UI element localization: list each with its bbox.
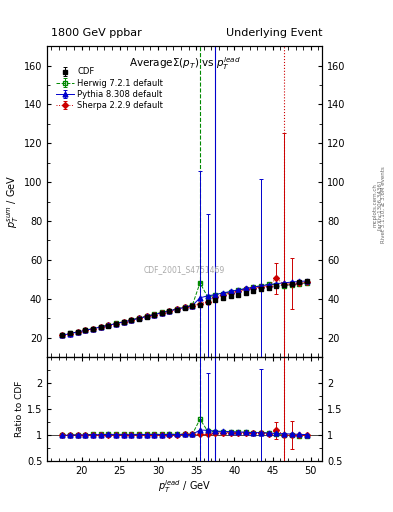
Text: 1800 GeV ppbar: 1800 GeV ppbar bbox=[51, 28, 142, 38]
Text: Average$\Sigma(p_T)$ vs $p_T^{lead}$: Average$\Sigma(p_T)$ vs $p_T^{lead}$ bbox=[129, 55, 241, 72]
Text: mcplots.cern.ch: mcplots.cern.ch bbox=[373, 183, 378, 227]
X-axis label: $p_T^{lead}$ / GeV: $p_T^{lead}$ / GeV bbox=[158, 478, 211, 495]
Text: Rivet 3.1.10, ≥ 3.6M events: Rivet 3.1.10, ≥ 3.6M events bbox=[381, 166, 386, 243]
Y-axis label: Ratio to CDF: Ratio to CDF bbox=[15, 381, 24, 437]
Y-axis label: $p_T^{sum}$ / GeV: $p_T^{sum}$ / GeV bbox=[6, 175, 21, 228]
Text: CDF_2001_S4751469: CDF_2001_S4751469 bbox=[144, 266, 225, 274]
Text: [arXiv:1306.3436]: [arXiv:1306.3436] bbox=[377, 180, 382, 230]
Text: Underlying Event: Underlying Event bbox=[226, 28, 322, 38]
Legend: CDF, Herwig 7.2.1 default, Pythia 8.308 default, Sherpa 2.2.9 default: CDF, Herwig 7.2.1 default, Pythia 8.308 … bbox=[54, 66, 165, 112]
